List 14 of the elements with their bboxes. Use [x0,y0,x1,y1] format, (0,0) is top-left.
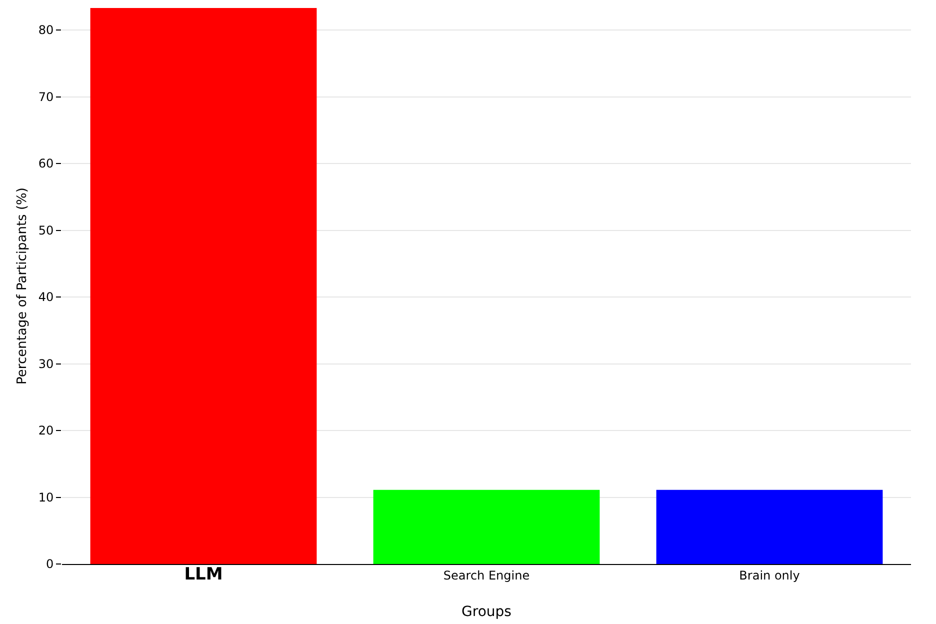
y-tick-label: 0 [46,557,54,572]
y-tick-label: 40 [38,290,54,304]
y-tick-label: 80 [38,23,54,38]
x-tick-label: LLM [184,564,223,584]
y-tick-label: 60 [38,156,54,171]
y-tick-label: 70 [38,90,54,104]
x-tick-label: Brain only [739,568,800,582]
y-axis-title: Percentage of Participants (%) [15,188,30,384]
x-axis-title: Groups [462,604,512,620]
y-tick-label: 20 [38,424,54,438]
y-tick-label: 50 [38,223,54,238]
y-tick-label: 10 [38,490,54,504]
y-tick-label: 30 [38,356,54,371]
x-tick-label: Search Engine [443,568,530,582]
